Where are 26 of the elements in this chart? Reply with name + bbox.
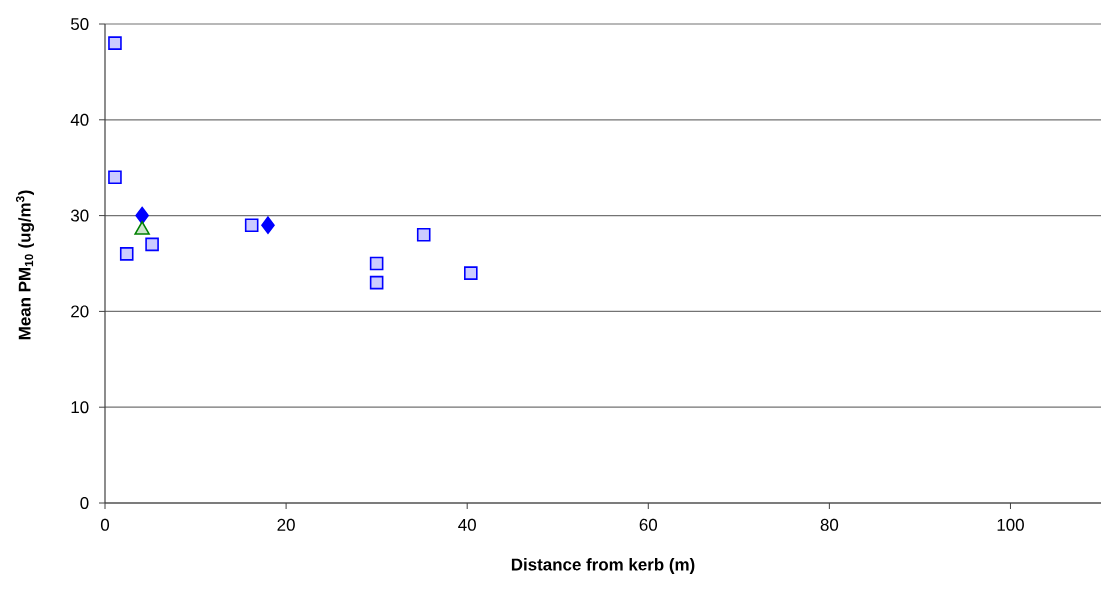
point: [369, 256, 384, 271]
x-tick-label: 60: [639, 518, 658, 531]
y-tick-label: 0: [80, 497, 89, 509]
point: [108, 170, 122, 185]
point: [145, 237, 159, 252]
x-axis-title: Distance from kerb (m): [511, 558, 695, 574]
point: [464, 266, 478, 280]
y-tick-label: 40: [70, 113, 89, 126]
y-tick-label: 30: [70, 209, 89, 222]
x-tick-label: 100: [997, 518, 1024, 531]
y-tick-label: 50: [70, 18, 89, 30]
point: [261, 216, 275, 234]
point: [135, 206, 149, 225]
point: [108, 36, 122, 50]
point: [369, 275, 384, 290]
x-tick-label: 80: [820, 518, 839, 531]
y-tick-label: 20: [71, 305, 89, 318]
point: [134, 221, 150, 235]
x-tick-label: 20: [277, 518, 295, 531]
point: [416, 227, 431, 242]
x-tick-label: 0: [100, 518, 110, 531]
y-axis-title: Mean PM$_{10}$ (ug/m$^{3}$): [15, 190, 35, 340]
y-tick-label: 10: [71, 401, 89, 414]
point: [119, 247, 134, 261]
x-tick-label: 40: [458, 518, 476, 531]
point: [244, 218, 259, 232]
